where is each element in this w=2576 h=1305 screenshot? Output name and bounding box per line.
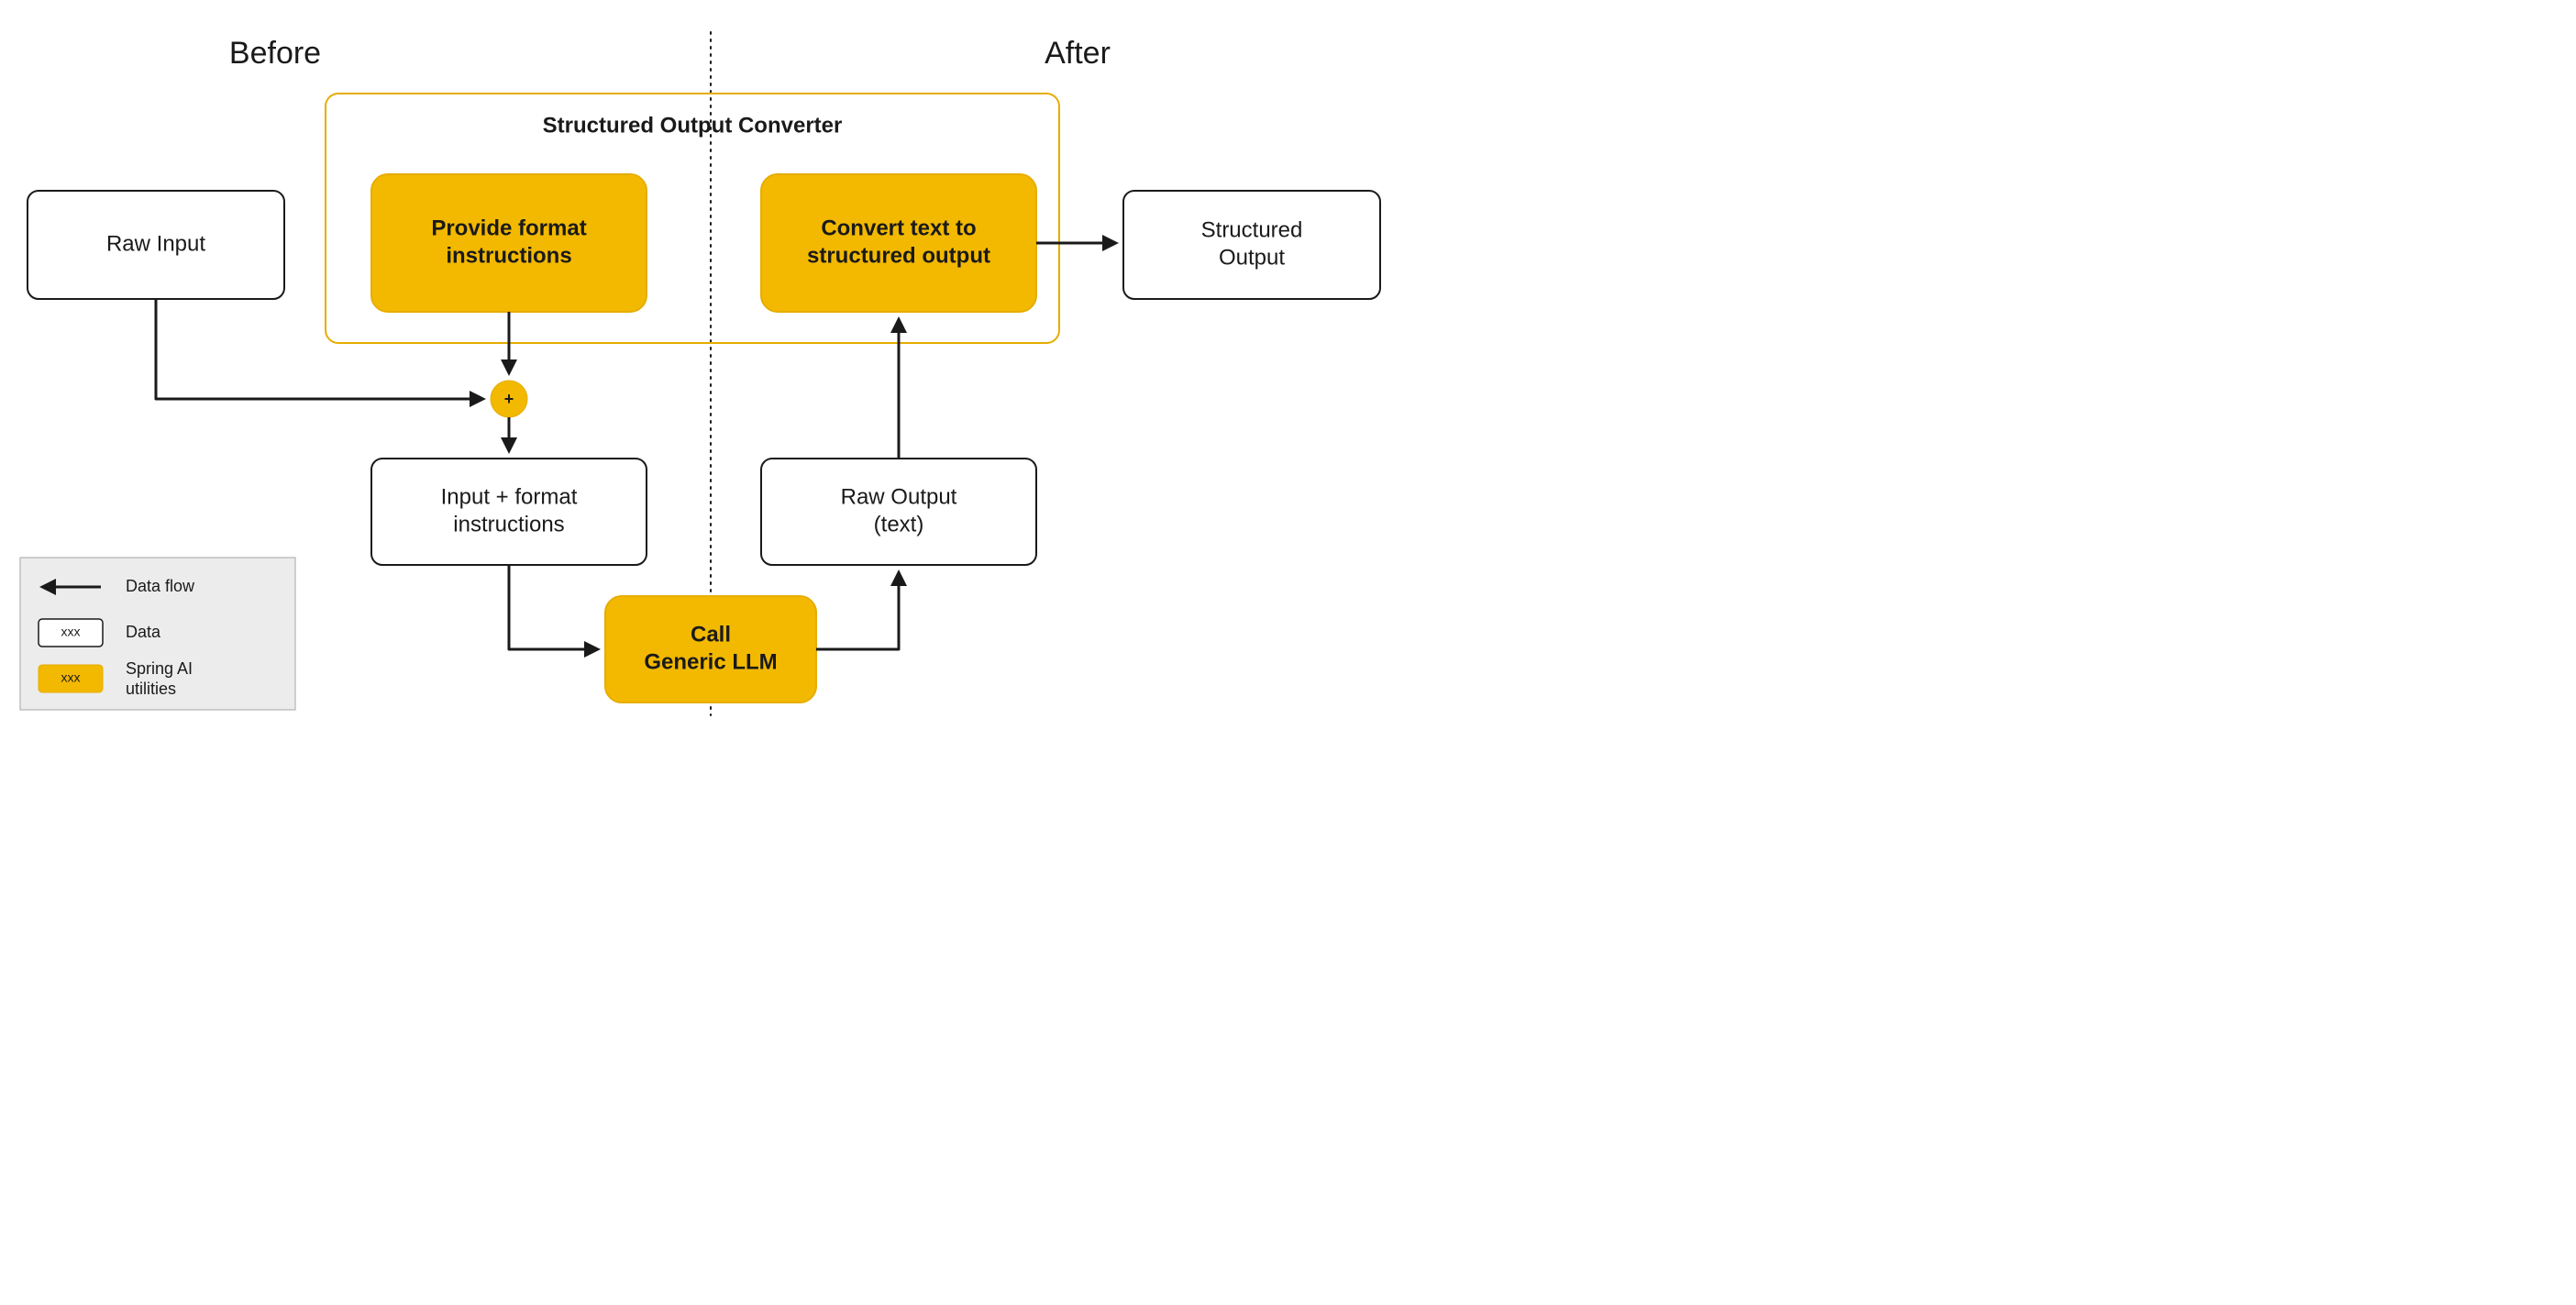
diagram-root: Before After Structured Output Converter Ra…: [0, 0, 2576, 719]
legend-util-label-1: Spring AI: [126, 659, 193, 678]
title-after: After: [1045, 36, 1111, 71]
node-raw_input-line0: Raw Input: [106, 231, 205, 256]
legend-data-swatch-text: xxx: [61, 625, 81, 639]
legend-flow-label: Data flow: [126, 577, 195, 595]
node-provide_format: Provide format instructions: [371, 174, 647, 312]
node-input_format: Input + format instructions: [371, 459, 647, 565]
node-raw_input: Raw Input: [28, 191, 284, 299]
legend-util-swatch-text: xxx: [61, 670, 81, 685]
node-plus: +: [491, 381, 527, 417]
node-call_llm-line0: Call: [691, 622, 731, 647]
node-structured_output-line0: Structured: [1201, 217, 1303, 242]
node-raw_output: Raw Output (text): [761, 459, 1036, 565]
legend-data-label: Data: [126, 623, 161, 641]
container-title: Structured Output Converter: [543, 113, 843, 138]
node-call_llm: CallGeneric LLM: [605, 596, 816, 702]
title-before: Before: [229, 36, 321, 71]
node-structured_output-line1: Output: [1219, 245, 1285, 270]
node-raw_output-line0: Raw Output: [841, 484, 957, 509]
node-call_llm-line1: Generic LLM: [644, 649, 777, 674]
node-input_format-line0: Input + format: [441, 484, 578, 509]
node-convert_text: Convert text to structured output: [761, 174, 1036, 312]
node-input_format-line1: instructions: [453, 512, 564, 536]
legend: Data flow xxx Data xxx Spring AI utilities: [20, 558, 295, 710]
legend-util-label-2: utilities: [126, 680, 176, 698]
node-provide_format-line0: Provide format: [431, 216, 586, 240]
node-convert_text-line1: structured output: [807, 243, 990, 268]
plus-icon: +: [504, 390, 514, 408]
node-convert_text-line0: Convert text to: [821, 216, 976, 240]
node-structured_output: Structured Output: [1123, 191, 1380, 299]
node-raw_output-line1: (text): [874, 512, 924, 536]
node-provide_format-line1: instructions: [446, 243, 571, 268]
